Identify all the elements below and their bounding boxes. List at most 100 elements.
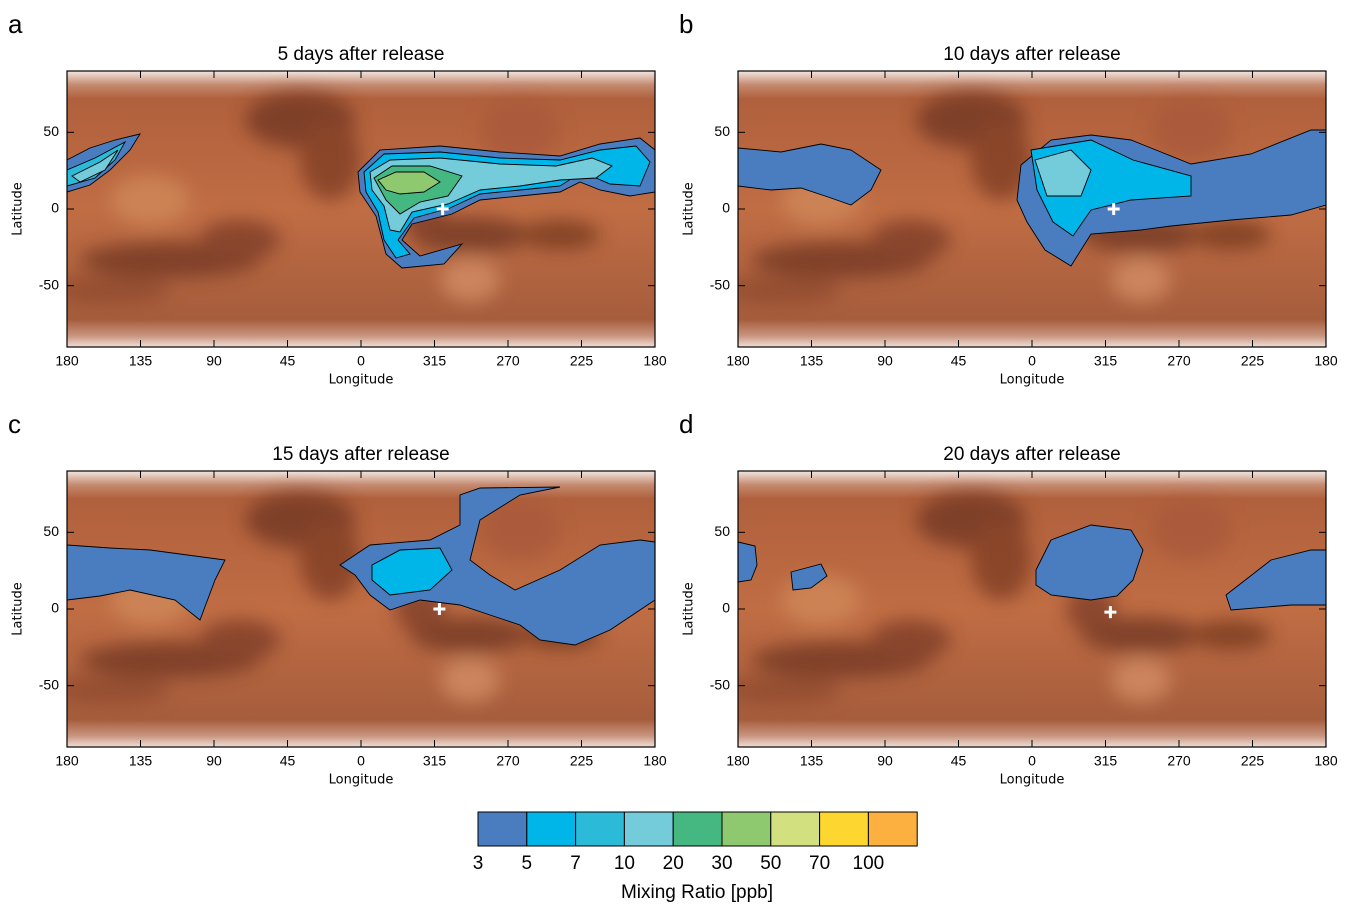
x-tick-label: 0 — [357, 353, 365, 369]
plume-contour — [1225, 549, 1326, 611]
y-axis-label: Latitude — [682, 182, 697, 236]
x-tick-label: 180 — [726, 753, 750, 769]
x-tick-label: 225 — [570, 753, 594, 769]
panel-title: 5 days after release — [278, 44, 445, 65]
x-tick-label: 315 — [423, 353, 447, 369]
albedo-patch — [200, 620, 280, 660]
y-tick-label: 50 — [43, 523, 59, 539]
x-tick-label: 45 — [280, 353, 296, 369]
x-tick-label: 225 — [1241, 753, 1265, 769]
colorbar-label: 50 — [760, 853, 781, 874]
x-tick-label: 315 — [1094, 353, 1118, 369]
x-tick-label: 270 — [496, 753, 520, 769]
y-axis-label: Latitude — [11, 582, 26, 636]
colorbar-box — [770, 811, 821, 847]
panel-label: b — [679, 9, 693, 39]
y-axis-label: Latitude — [682, 582, 697, 636]
plume-contour — [371, 547, 453, 596]
x-tick-label: 180 — [1314, 753, 1338, 769]
colorbar-label: 70 — [809, 853, 830, 874]
y-axis-label: Latitude — [11, 182, 26, 236]
colorbar-box — [672, 811, 723, 847]
x-tick-label: 90 — [206, 353, 222, 369]
release-site — [436, 203, 449, 215]
colorbar-box — [721, 811, 772, 847]
colorbar-box — [867, 811, 918, 847]
panel-title: 15 days after release — [272, 444, 449, 465]
x-tick-label: 225 — [570, 353, 594, 369]
panel-title: 10 days after release — [943, 44, 1120, 65]
y-tick-label: 50 — [714, 523, 730, 539]
x-axis-label: Longitude — [1000, 373, 1065, 388]
panel-label: a — [8, 9, 23, 39]
albedo-patch — [67, 275, 170, 305]
albedo-patch — [871, 220, 951, 260]
x-tick-label: 180 — [726, 353, 750, 369]
colorbar-box — [623, 811, 674, 847]
x-tick-label: 90 — [877, 353, 893, 369]
albedo-patch — [738, 675, 841, 705]
x-tick-label: 315 — [1094, 753, 1118, 769]
x-tick-label: 0 — [1028, 753, 1036, 769]
x-tick-label: 0 — [1028, 353, 1036, 369]
map — [67, 71, 655, 347]
panel-title: 20 days after release — [943, 444, 1120, 465]
colorbar-box — [526, 811, 577, 847]
release-site — [1104, 606, 1117, 619]
albedo — [67, 492, 600, 705]
x-tick-label: 45 — [951, 753, 967, 769]
albedo-patch — [520, 220, 600, 250]
x-axis-label: Longitude — [329, 773, 394, 788]
colorbar-title: Mixing Ratio [ppb] — [621, 882, 773, 903]
x-tick-label: 90 — [206, 753, 222, 769]
albedo — [738, 492, 1271, 705]
map — [738, 71, 1326, 347]
albedo-patch — [871, 620, 951, 660]
colorbar-label: 100 — [853, 853, 885, 874]
albedo-patch — [440, 258, 500, 302]
plume-contour — [1035, 524, 1144, 601]
x-tick-label: 180 — [643, 353, 667, 369]
albedo-patch — [1191, 620, 1271, 650]
colorbar-label: 20 — [663, 853, 684, 874]
y-tick-label: 0 — [51, 600, 59, 616]
albedo-patch — [1151, 100, 1231, 160]
albedo-patch — [300, 520, 360, 600]
plume — [738, 524, 1326, 611]
x-tick-label: 180 — [643, 753, 667, 769]
colorbar-label: 30 — [711, 853, 732, 874]
x-axis-label: Longitude — [1000, 773, 1065, 788]
y-tick-label: -50 — [710, 676, 730, 692]
x-tick-label: 270 — [1167, 753, 1191, 769]
albedo-patch — [1151, 500, 1231, 560]
y-tick-label: 0 — [51, 200, 59, 216]
x-axis-label: Longitude — [329, 373, 394, 388]
y-tick-label: -50 — [710, 276, 730, 292]
x-tick-label: 135 — [129, 753, 153, 769]
colorbar-box — [477, 811, 528, 847]
plume-contour — [738, 143, 882, 206]
release-site — [1107, 203, 1120, 215]
release-site — [433, 603, 446, 615]
albedo-patch — [971, 120, 1031, 200]
x-tick-label: 135 — [800, 353, 824, 369]
x-tick-label: 180 — [1314, 353, 1338, 369]
albedo-patch — [1066, 588, 1116, 632]
x-tick-label: 90 — [877, 753, 893, 769]
colorbar-box — [819, 811, 869, 847]
y-tick-label: 0 — [722, 600, 730, 616]
plume-contour — [790, 563, 828, 591]
plume-contour — [339, 486, 655, 646]
colorbar-label: 5 — [522, 853, 533, 874]
x-tick-label: 135 — [129, 353, 153, 369]
albedo-patch — [67, 675, 170, 705]
albedo-patch — [440, 658, 500, 702]
plume-contour — [377, 171, 441, 195]
albedo-patch — [110, 175, 190, 225]
plume-contour — [71, 149, 119, 183]
plume — [67, 133, 655, 269]
x-tick-label: 270 — [1167, 353, 1191, 369]
panel-label: d — [679, 409, 693, 439]
panel-label: c — [8, 409, 21, 439]
